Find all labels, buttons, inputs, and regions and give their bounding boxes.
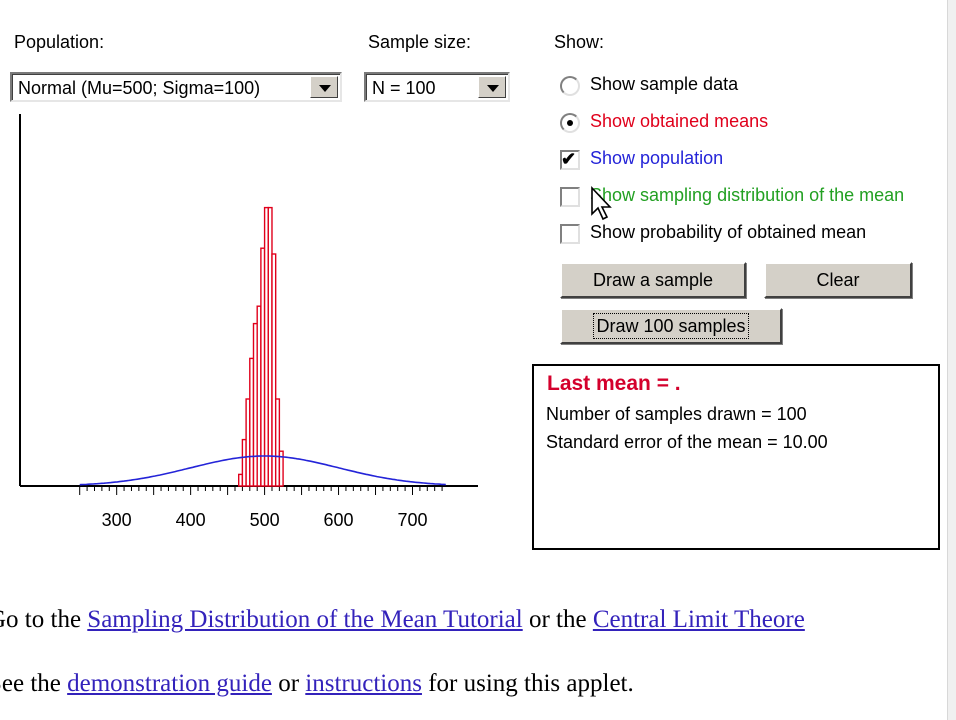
histogram-bar: [271, 253, 277, 487]
option-label: Show sample data: [590, 74, 739, 94]
x-tick-label: 600: [324, 510, 354, 530]
population-label: Population:: [14, 32, 105, 52]
clear-button[interactable]: Clear: [764, 262, 912, 298]
checkbox-probability[interactable]: [560, 224, 580, 244]
chevron-down-icon[interactable]: [310, 76, 338, 98]
option-label: Show population: [590, 148, 724, 168]
scrollbar[interactable]: [947, 0, 956, 720]
x-tick-label: 700: [397, 510, 427, 530]
text-go-to: Go to the: [0, 606, 82, 633]
text-or: or: [271, 670, 306, 697]
histogram-bar: [274, 398, 281, 487]
x-tick-label: 400: [176, 510, 206, 530]
option-label: Show sampling distribution of the mean: [590, 185, 905, 205]
sampling-chart: 300 400 500 600 700: [19, 114, 478, 530]
tutorial-line: Go to the Sampling Distribution of the M…: [0, 606, 805, 634]
histogram: [238, 206, 284, 487]
sample-size-select-value: N = 100: [372, 78, 436, 98]
radio-sample-data[interactable]: [560, 76, 580, 96]
x-tick-labels: 300 400 500 600 700: [102, 510, 428, 530]
histogram-bar: [278, 450, 284, 487]
demonstration-guide-link[interactable]: demonstration guide: [67, 670, 272, 697]
chevron-down-icon[interactable]: [478, 76, 506, 98]
sample-size-label: Sample size:: [368, 32, 472, 52]
text-for-using: for using this applet.: [421, 670, 634, 697]
x-tick-label: 500: [250, 510, 280, 530]
sample-size-select[interactable]: N = 100: [364, 72, 510, 102]
population-select[interactable]: Normal (Mu=500; Sigma=100): [10, 72, 342, 102]
checkbox-sampling-distribution[interactable]: [560, 187, 580, 207]
instructions-link[interactable]: instructions: [305, 670, 422, 697]
samples-drawn-text: Number of samples drawn = 100: [546, 404, 807, 424]
mouse-cursor-icon: [591, 186, 612, 221]
draw-100-samples-label: Draw 100 samples: [593, 313, 749, 339]
guide-line: See the demonstration guide or instructi…: [0, 670, 634, 698]
text-or-the: or the: [522, 606, 593, 633]
central-limit-theorem-link[interactable]: Central Limit Theore: [592, 606, 805, 633]
text-see-the: See the: [0, 670, 61, 697]
option-label: Show probability of obtained mean: [590, 222, 867, 242]
standard-error-text: Standard error of the mean = 10.00: [546, 432, 828, 452]
draw-sample-button[interactable]: Draw a sample: [560, 262, 746, 298]
sampling-distribution-tutorial-link[interactable]: Sampling Distribution of the Mean Tutori…: [87, 606, 523, 633]
checkmark-icon: ✔: [561, 149, 577, 169]
checkbox-population[interactable]: ✔: [560, 149, 580, 170]
population-curve: [79, 455, 446, 486]
show-label: Show:: [554, 32, 605, 52]
last-mean-heading: Last mean = .: [547, 372, 681, 395]
results-panel: Last mean = . Number of samples drawn = …: [532, 364, 940, 550]
draw-100-samples-button[interactable]: Draw 100 samples: [560, 308, 782, 344]
radio-obtained-means[interactable]: [560, 113, 580, 133]
x-tick-label: 300: [102, 510, 132, 530]
option-label: Show obtained means: [590, 111, 769, 131]
population-select-value: Normal (Mu=500; Sigma=100): [18, 78, 261, 98]
x-axis: [20, 485, 478, 495]
